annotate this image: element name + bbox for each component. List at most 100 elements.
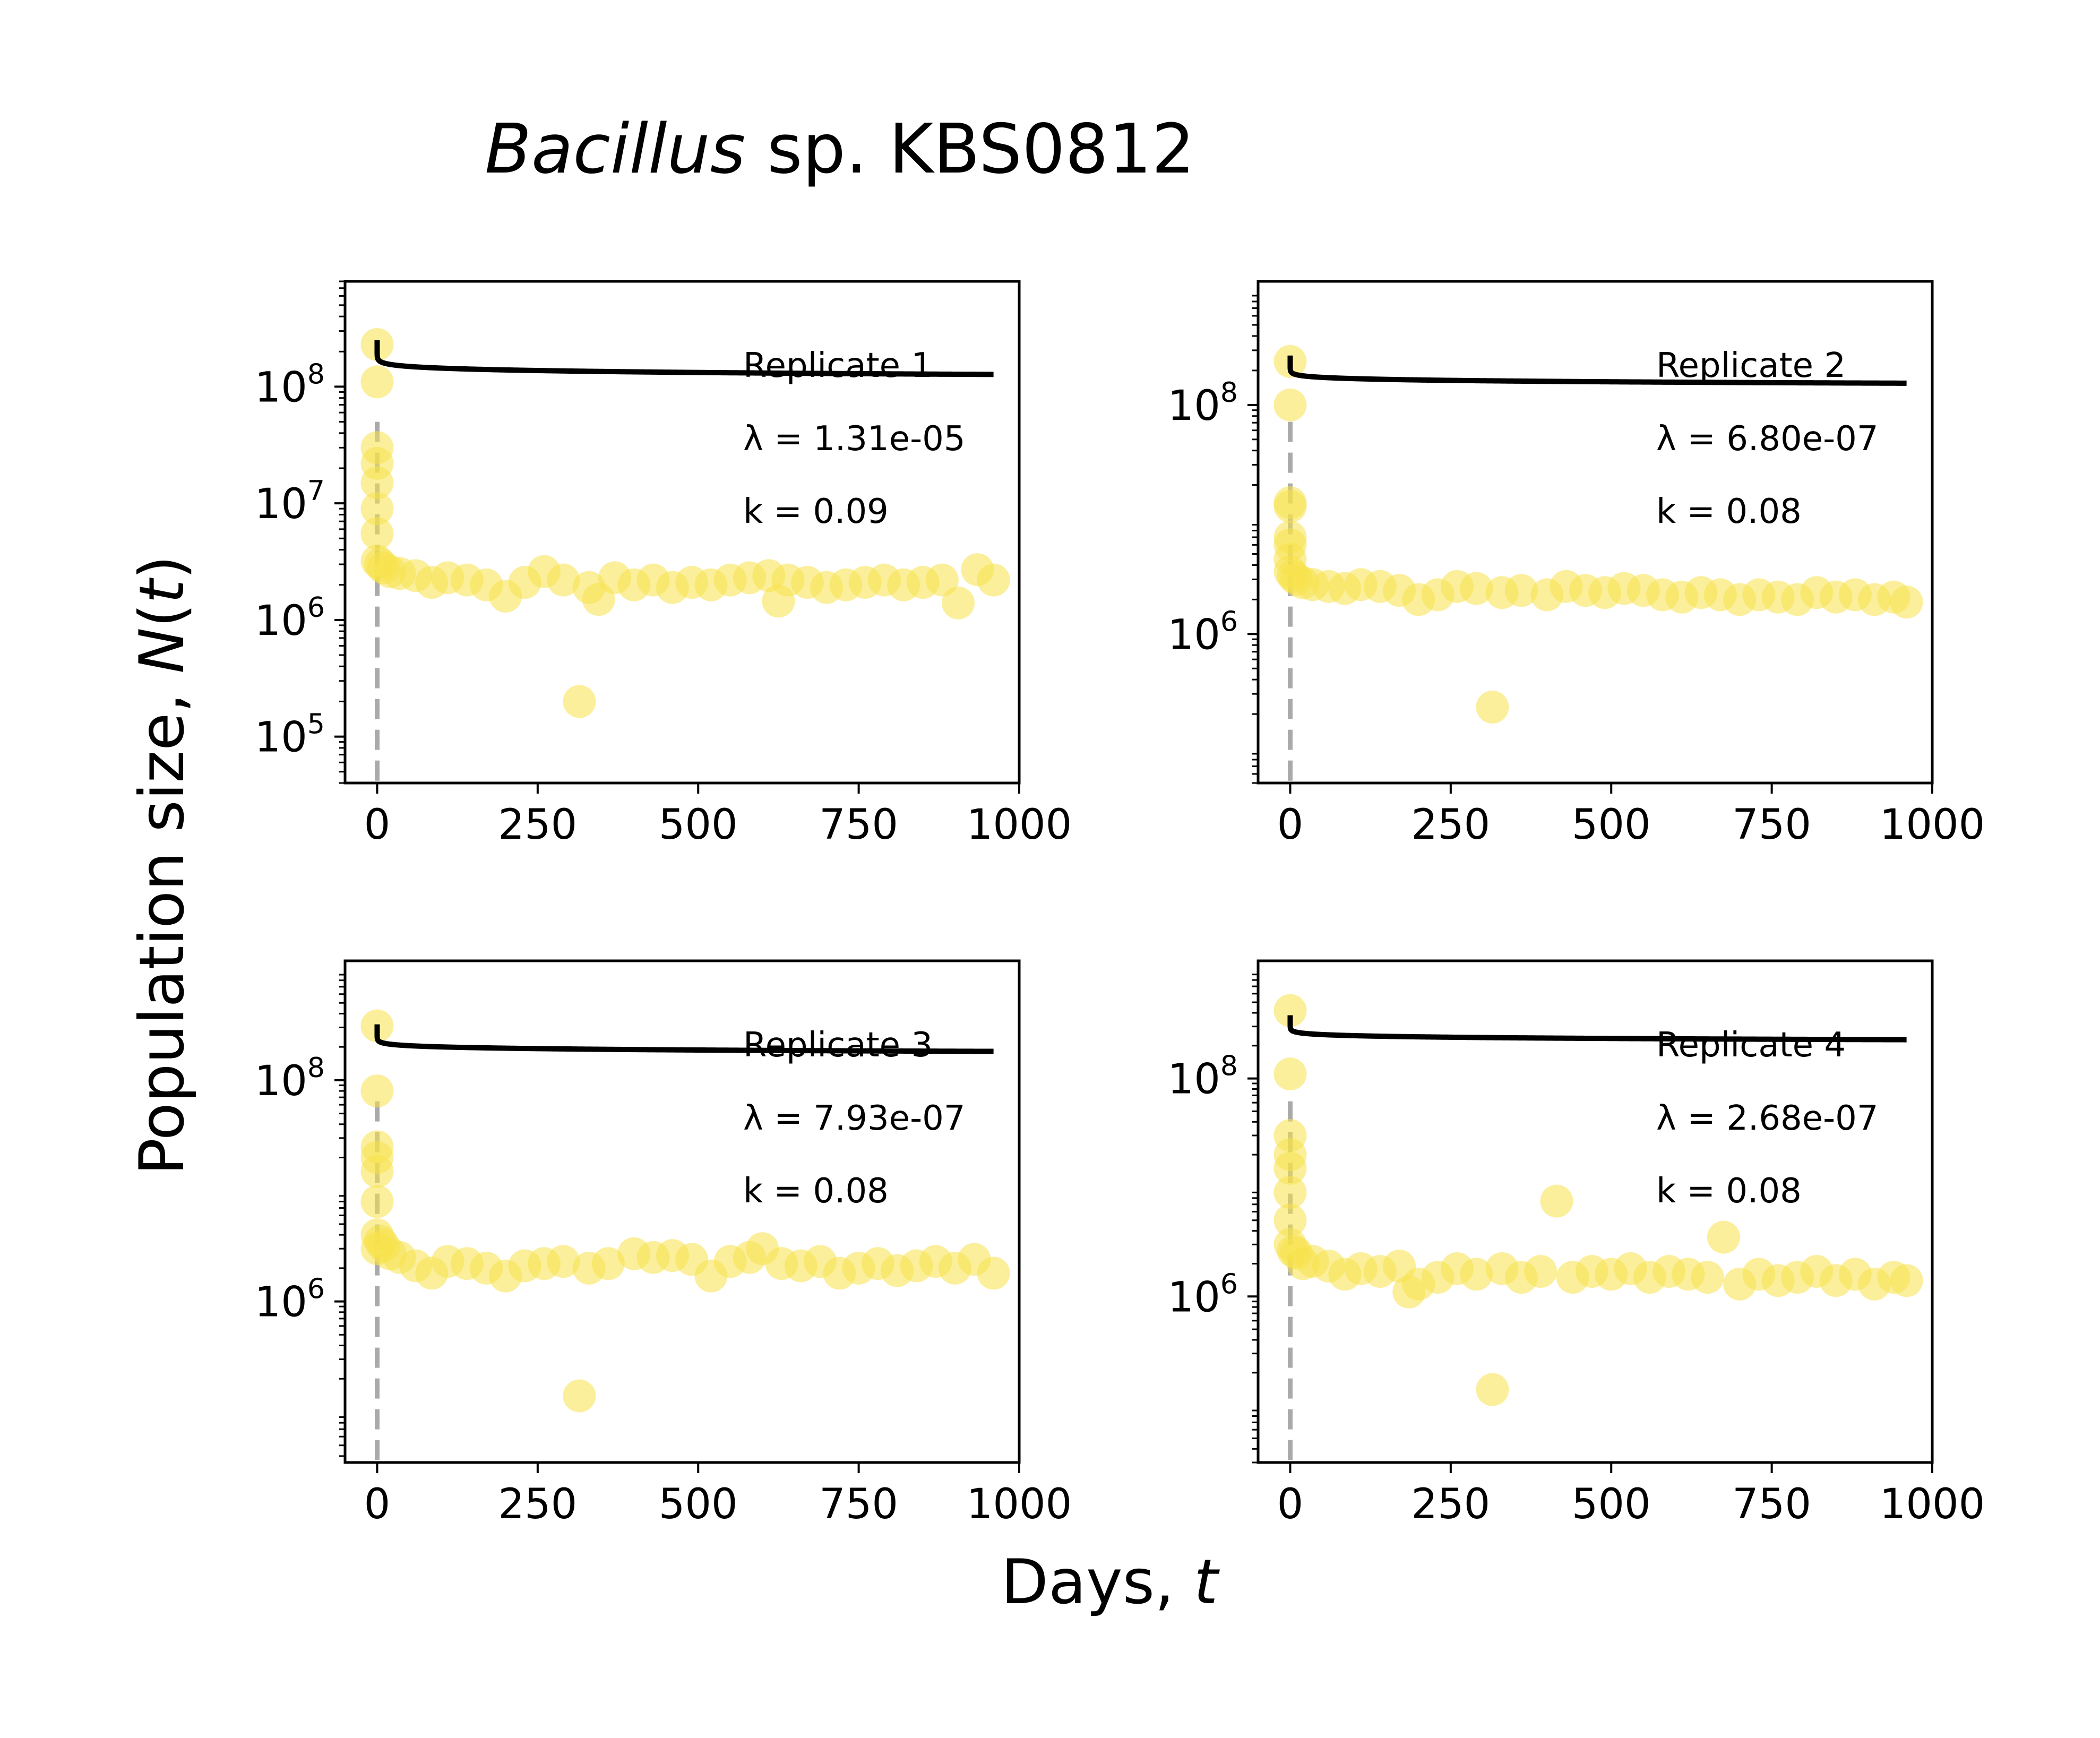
panel-2-x-tick-label: 0 — [1277, 801, 1304, 849]
panel-3-frame — [343, 959, 1021, 1464]
panel-1-y-tick-base: 10 — [255, 714, 307, 762]
panel-1-x-tick-label: 0 — [364, 801, 391, 849]
panel-1-y-tick-exponent: 5 — [307, 709, 325, 741]
panel-4-data-point — [1460, 1258, 1493, 1291]
x-axis-label: Days, t — [1001, 1546, 1220, 1618]
panel-2-data-point — [1273, 489, 1307, 523]
panel-1-x-tick-label: 500 — [659, 801, 738, 849]
panel-1-data-point — [942, 586, 975, 620]
panel-3-y-tick-exponent: 8 — [307, 1052, 325, 1084]
panel-1-k-label: k = 0.09 — [743, 492, 889, 531]
panel-4-x-tick-label: 1000 — [1880, 1481, 1985, 1528]
x-axis-label-text: Days, — [1001, 1546, 1194, 1618]
figure-title: Bacillus sp. KBS0812 — [485, 110, 1195, 189]
panel-4-data-point — [1273, 994, 1307, 1027]
panel-1-data-point — [547, 563, 580, 597]
panel-1-y-tick-exponent: 6 — [307, 592, 325, 624]
panel-3-data-point — [360, 1074, 394, 1108]
panel-3-data-point — [563, 1379, 596, 1413]
panel-4-x-tick-label: 250 — [1411, 1481, 1490, 1528]
panel-1-x-tick-label: 1000 — [967, 801, 1072, 849]
panel-2-x-tick-label: 1000 — [1880, 801, 1985, 849]
panel-1-y-tick-base: 10 — [255, 480, 307, 528]
y-axis-label-var: N — [126, 627, 198, 674]
panel-4-data-point — [1273, 1176, 1307, 1209]
panel-3-replicate-label: Replicate 3 — [743, 1026, 933, 1065]
panel-2-x-tick-label: 250 — [1411, 801, 1490, 849]
panel-2-plot-area — [1273, 345, 1923, 783]
panel-4-data-point — [1890, 1264, 1923, 1297]
panel-2-data-point — [1273, 388, 1307, 421]
panel-4-y-tick-label: 108 — [1168, 1051, 1238, 1104]
panel-4-data-point — [1691, 1261, 1724, 1294]
panel-3-k-label: k = 0.08 — [743, 1172, 889, 1211]
panel-2-y-tick-base: 10 — [1168, 611, 1220, 659]
panel-3-lambda-label: λ = 7.93e-07 — [743, 1099, 966, 1138]
panel-1-x-tick-label: 250 — [498, 801, 577, 849]
panel-3-y-tick-base: 10 — [255, 1057, 307, 1105]
panel-1-y-tick-label: 108 — [255, 358, 325, 411]
panel-1-y-tick-label: 106 — [255, 592, 325, 645]
panel-1-y-tick-base: 10 — [255, 597, 307, 645]
panel-3-data-point — [360, 1155, 394, 1188]
panel-3-plot-area — [360, 1009, 1010, 1462]
panel-1-data-point — [925, 563, 959, 597]
panel-4-k-label: k = 0.08 — [1656, 1172, 1802, 1211]
panel-2-data-point — [1504, 574, 1538, 607]
panel-3-y-tick-exponent: 6 — [307, 1274, 325, 1305]
panel-3-y-tick-label: 106 — [255, 1274, 325, 1327]
x-axis-label-var: t — [1194, 1546, 1220, 1618]
panel-1-y-tick-exponent: 8 — [307, 358, 325, 390]
panel-4-data-point — [1273, 1203, 1307, 1237]
panel-4-x-tick-label: 750 — [1732, 1481, 1811, 1528]
panel-1-y-tick-exponent: 7 — [307, 475, 325, 507]
panel-2-y-tick-exponent: 8 — [1220, 377, 1238, 409]
y-axis-label-arg: t — [126, 577, 198, 604]
panel-4-y-tick-base: 10 — [1168, 1274, 1220, 1321]
figure-title-italic: Bacillus — [485, 110, 745, 189]
panel-1-frame — [343, 280, 1021, 785]
panel-4-data-point — [1273, 1151, 1307, 1185]
panel-2-y-tick-exponent: 6 — [1220, 606, 1238, 638]
panel-2-data-point — [1890, 586, 1923, 619]
panel-3-x-tick-label: 0 — [364, 1481, 391, 1528]
panel-4-plot-area — [1273, 994, 1923, 1462]
y-axis-label: Population size, N(t) — [126, 555, 198, 1175]
panel-1-data-point — [360, 492, 394, 526]
panel-1-fit-curve — [374, 340, 994, 377]
panel-3-x-tick-label: 500 — [659, 1481, 738, 1528]
panel-4-data-point — [1273, 1057, 1307, 1091]
panel-4-data-point — [1476, 1373, 1509, 1406]
panel-1-lambda-label: λ = 1.31e-05 — [743, 419, 966, 459]
panel-3-data-point — [591, 1247, 625, 1280]
panel-1-data-point — [360, 365, 394, 399]
panel-4-x-tick-label: 0 — [1277, 1481, 1304, 1528]
panel-1-x-tick-label: 750 — [819, 801, 898, 849]
panel-4-replicate-label: Replicate 4 — [1656, 1026, 1846, 1065]
panel-3-y-tick-label: 108 — [255, 1052, 325, 1105]
panel-4-y-tick-exponent: 6 — [1220, 1268, 1238, 1300]
panel-1-data-point — [977, 563, 1010, 597]
panel-1-data-point — [563, 685, 596, 718]
panel-2-data-point — [1476, 691, 1509, 724]
panel-4-data-point — [1707, 1220, 1740, 1254]
panel-2-y-tick-label: 106 — [1168, 606, 1238, 659]
panel-2-data-point — [1460, 572, 1493, 605]
panel-2-y-tick-base: 10 — [1168, 382, 1220, 430]
panel-4-x-tick-label: 500 — [1572, 1481, 1651, 1528]
panel-3-x-tick-label: 750 — [819, 1481, 898, 1528]
panel-4-data-point — [1524, 1254, 1557, 1288]
panel-2-k-label: k = 0.08 — [1656, 492, 1802, 531]
panel-3-x-tick-label: 1000 — [967, 1481, 1072, 1528]
y-axis-label-close: ) — [126, 555, 198, 579]
panel-3-x-tick-label: 250 — [498, 1481, 577, 1528]
panel-1-y-tick-label: 105 — [255, 709, 325, 762]
panel-4-y-tick-label: 106 — [1168, 1268, 1238, 1321]
panel-4-fit-curve — [1287, 1015, 1907, 1043]
y-axis-label-open: ( — [126, 604, 198, 627]
y-axis-label-text: Population size, — [126, 674, 198, 1175]
